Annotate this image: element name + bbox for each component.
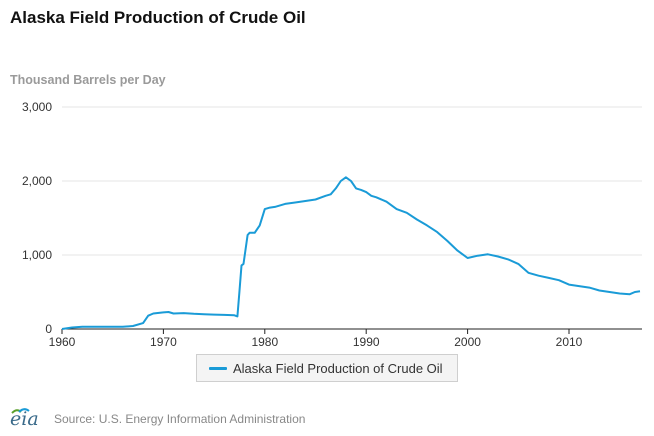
y-axis-units-label: Thousand Barrels per Day <box>10 73 166 87</box>
series-layer <box>61 176 641 330</box>
y-tick-label: 0 <box>45 322 52 336</box>
legend[interactable]: Alaska Field Production of Crude Oil <box>196 354 458 382</box>
x-tick-label: 1960 <box>49 335 76 349</box>
source-note: Source: U.S. Energy Information Administ… <box>54 412 306 426</box>
legend-label: Alaska Field Production of Crude Oil <box>233 360 443 376</box>
x-tick-label: 1970 <box>150 335 177 349</box>
series-line <box>61 176 641 330</box>
y-tick-label: 3,000 <box>22 100 52 114</box>
x-tick-label: 1980 <box>251 335 278 349</box>
x-tick-label: 2010 <box>556 335 583 349</box>
y-tick-label: 1,000 <box>22 248 52 262</box>
chart-title: Alaska Field Production of Crude Oil <box>10 8 306 27</box>
footer: eia Source: U.S. Energy Information Admi… <box>8 408 305 430</box>
x-ticks: 1960 1970 1980 1990 2000 2010 <box>49 329 583 349</box>
logo-leaf-icon <box>11 408 30 414</box>
legend-swatch <box>209 366 227 370</box>
logo-text: eia <box>10 408 39 430</box>
x-tick-label: 1990 <box>353 335 380 349</box>
y-tick-label: 2,000 <box>22 174 52 188</box>
eia-logo-icon: eia <box>8 408 39 430</box>
x-tick-label: 2000 <box>454 335 481 349</box>
y-tick-labels: 0 1,000 2,000 3,000 <box>22 100 52 336</box>
